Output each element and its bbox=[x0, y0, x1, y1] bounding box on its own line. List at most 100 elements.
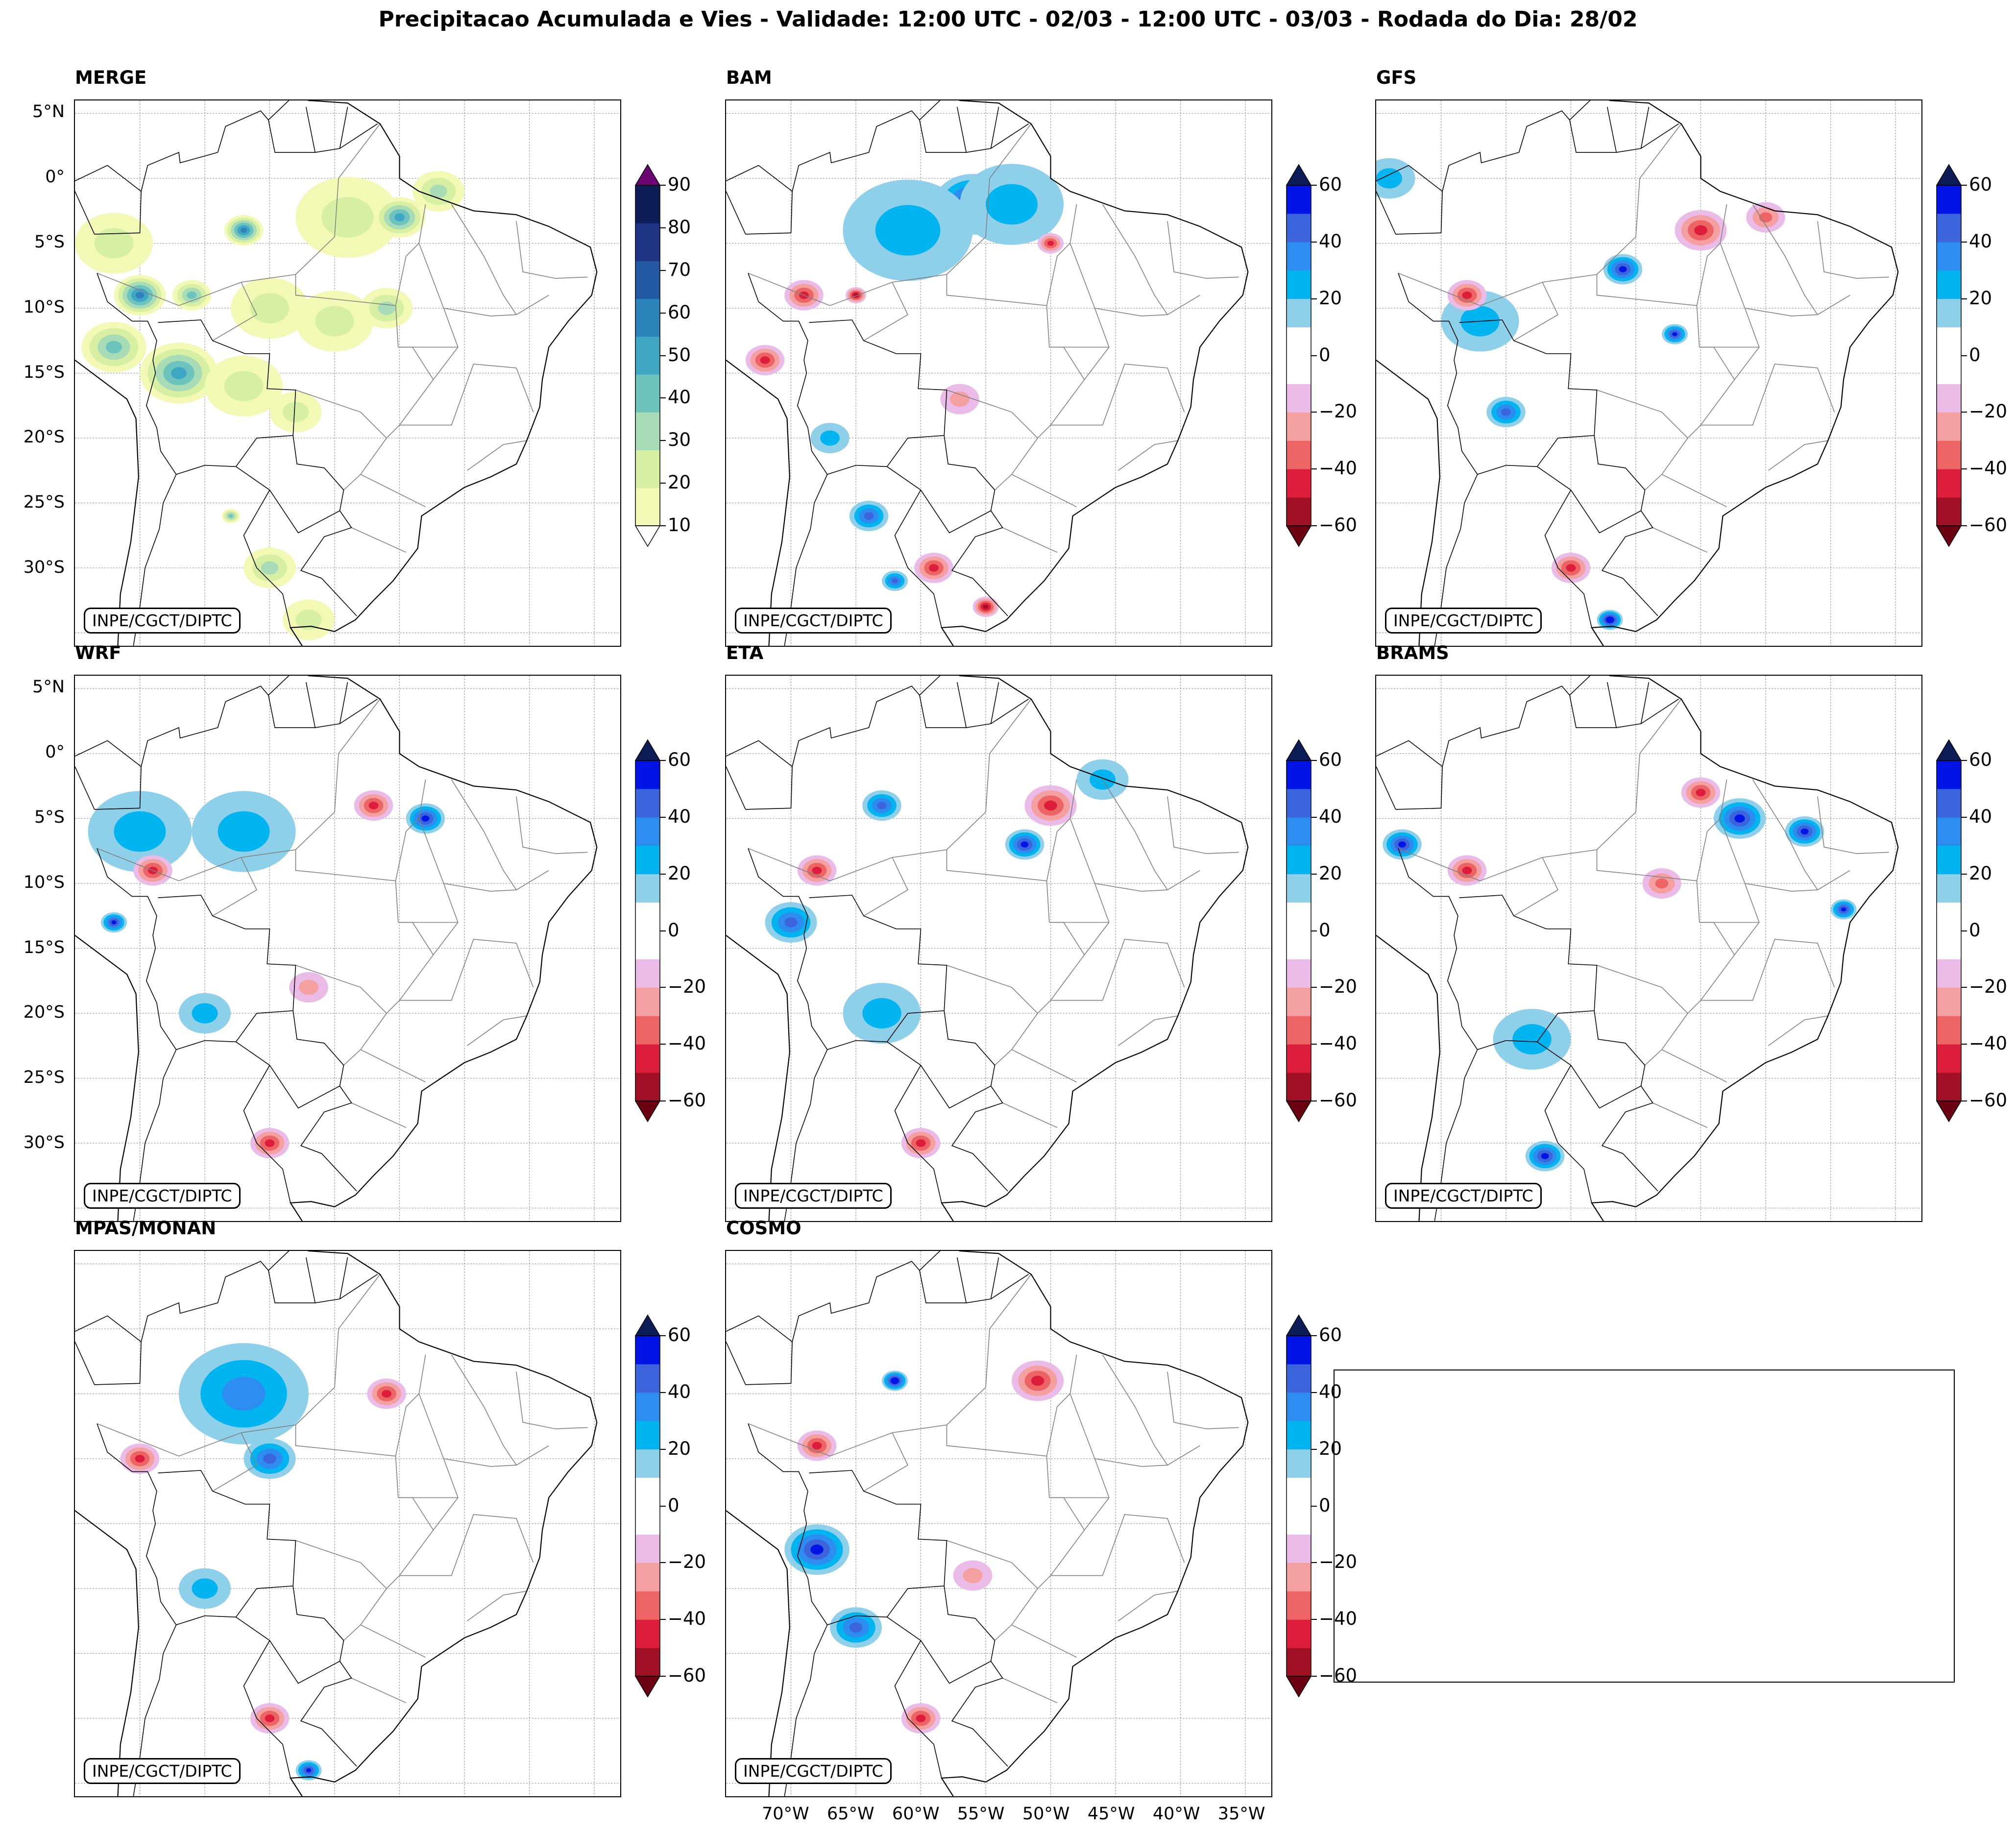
precip-cell bbox=[1800, 828, 1809, 835]
colorbar-segment bbox=[635, 1392, 660, 1421]
colorbar-segment bbox=[1937, 327, 1961, 356]
colorbar-tick-label: −60 bbox=[1319, 1665, 1358, 1686]
precip-cell bbox=[986, 184, 1038, 225]
colorbar-segment bbox=[1937, 270, 1961, 299]
colorbar-segment bbox=[1287, 412, 1311, 441]
colorbar-segment bbox=[635, 1073, 660, 1101]
precip-cell bbox=[222, 1377, 266, 1411]
credit-label: INPE/CGCT/DIPTC bbox=[1385, 1183, 1542, 1209]
lat-tick-label: 30°S bbox=[23, 1133, 65, 1153]
lat-tick-label: 10°S bbox=[23, 297, 65, 317]
colorbar-tick-label: 40 bbox=[1319, 230, 1342, 252]
colorbar-extend-max bbox=[634, 1314, 661, 1336]
figure-title: Precipitacao Acumulada e Vies - Validade… bbox=[378, 7, 1638, 32]
state-borders bbox=[97, 699, 588, 1128]
colorbar-segment bbox=[635, 1364, 660, 1393]
colorbar-tick-label: 60 bbox=[1319, 1324, 1342, 1345]
colorbar-segment bbox=[1287, 1016, 1311, 1045]
graticule bbox=[1376, 676, 1921, 1221]
precip-cell bbox=[299, 979, 318, 995]
lat-tick-label: 0° bbox=[45, 167, 65, 187]
colorbar-tick-label: −20 bbox=[1969, 401, 2008, 422]
colorbar-extend-min bbox=[634, 1100, 661, 1123]
colorbar-tick-label: −60 bbox=[1319, 514, 1358, 536]
coastline bbox=[75, 1251, 598, 1796]
colorbar-segment bbox=[1287, 1648, 1311, 1677]
state-borders bbox=[748, 123, 1239, 553]
colorbar-segment bbox=[1287, 1563, 1311, 1591]
graticule bbox=[75, 676, 620, 1221]
colorbar-tick-label: −40 bbox=[668, 1033, 706, 1054]
colorbar-segment bbox=[635, 1449, 660, 1478]
colorbar-segment bbox=[1287, 1591, 1311, 1620]
colorbar-extend-min bbox=[1286, 1100, 1312, 1123]
colorbar-extend-max bbox=[1286, 164, 1312, 186]
precip-cell bbox=[1376, 168, 1402, 189]
colorbar-segment bbox=[635, 1336, 660, 1365]
colorbar-segment bbox=[1937, 1016, 1961, 1045]
colorbar-tick-label: −20 bbox=[1319, 1551, 1358, 1573]
colorbar-tick-label: 30 bbox=[668, 429, 691, 451]
colorbar-segment bbox=[1287, 930, 1311, 959]
colorbar-segment bbox=[1937, 298, 1961, 328]
precip-cell bbox=[1462, 291, 1472, 299]
colorbar-segment bbox=[1937, 469, 1961, 498]
colorbar-segment bbox=[635, 1477, 660, 1506]
panel-title-mpas: MPAS/MONAN bbox=[75, 1218, 217, 1239]
colorbar-tick-label: −60 bbox=[668, 1090, 706, 1111]
map-brams bbox=[1375, 675, 1922, 1222]
precip-cell bbox=[812, 1442, 822, 1450]
graticule bbox=[726, 676, 1271, 1221]
colorbar-tick-label: 0 bbox=[1319, 344, 1331, 366]
precip-cell bbox=[114, 811, 166, 852]
panel-title-gfs: GFS bbox=[1376, 67, 1417, 88]
colorbar-tick-label: −40 bbox=[1319, 1033, 1358, 1054]
precip-cell bbox=[1841, 907, 1846, 912]
precip-cell bbox=[421, 815, 430, 822]
colorbar-extend-max bbox=[634, 739, 661, 761]
lon-tick-label: 50°W bbox=[1022, 1804, 1070, 1824]
colorbar-segment bbox=[635, 959, 660, 988]
precip-cell bbox=[963, 1567, 983, 1584]
precip-field bbox=[120, 1343, 406, 1781]
colorbar-tick-label: 20 bbox=[1969, 287, 1992, 309]
colorbar-segment bbox=[635, 1506, 660, 1535]
precip-cell bbox=[1566, 564, 1576, 572]
credit-label: INPE/CGCT/DIPTC bbox=[735, 1183, 892, 1209]
colorbar-tick-label: 0 bbox=[1319, 919, 1331, 941]
colorbar-extend-max bbox=[1936, 164, 1962, 186]
colorbar-segment bbox=[1937, 788, 1961, 818]
lon-tick-label: 60°W bbox=[892, 1804, 940, 1824]
colorbar-extend-min bbox=[1286, 1676, 1312, 1698]
colorbar-tick-label: −60 bbox=[1969, 1090, 2008, 1111]
lat-tick-label: 20°S bbox=[23, 1003, 65, 1023]
colorbar-tick-label: −40 bbox=[1319, 1608, 1358, 1630]
graticule bbox=[726, 1251, 1271, 1796]
panel-title-merge: MERGE bbox=[75, 67, 147, 88]
colorbar-bias-wrf: 60 40 20 0 −20 −40 −60 bbox=[634, 739, 706, 1123]
map-bam bbox=[725, 99, 1272, 647]
precip-cell bbox=[1501, 408, 1511, 416]
lat-tick-label: 15°S bbox=[23, 937, 65, 957]
colorbar-segment bbox=[1287, 270, 1311, 299]
colorbar-tick-label: −60 bbox=[1969, 514, 2008, 536]
colorbar-segment bbox=[1937, 874, 1961, 903]
country-borders bbox=[726, 676, 1029, 1221]
country-borders bbox=[1376, 676, 1679, 1221]
state-borders bbox=[97, 123, 588, 553]
colorbar-tick-label: 40 bbox=[1319, 806, 1342, 827]
precip-field bbox=[784, 1360, 1064, 1734]
coastline bbox=[726, 676, 1249, 1221]
colorbar-segment bbox=[635, 760, 660, 789]
colorbar-extend-min bbox=[634, 1676, 661, 1698]
precip-cell bbox=[378, 301, 395, 315]
precip-cell bbox=[983, 605, 989, 609]
colorbar-segment bbox=[635, 488, 660, 526]
precip-field bbox=[75, 171, 465, 640]
colorbar-segment bbox=[1287, 327, 1311, 356]
precip-cell bbox=[1398, 841, 1406, 848]
precip-cell bbox=[261, 561, 279, 575]
precip-cell bbox=[1462, 866, 1472, 875]
colorbar-tick-label: 0 bbox=[668, 1494, 680, 1516]
precip-cell bbox=[950, 391, 970, 407]
